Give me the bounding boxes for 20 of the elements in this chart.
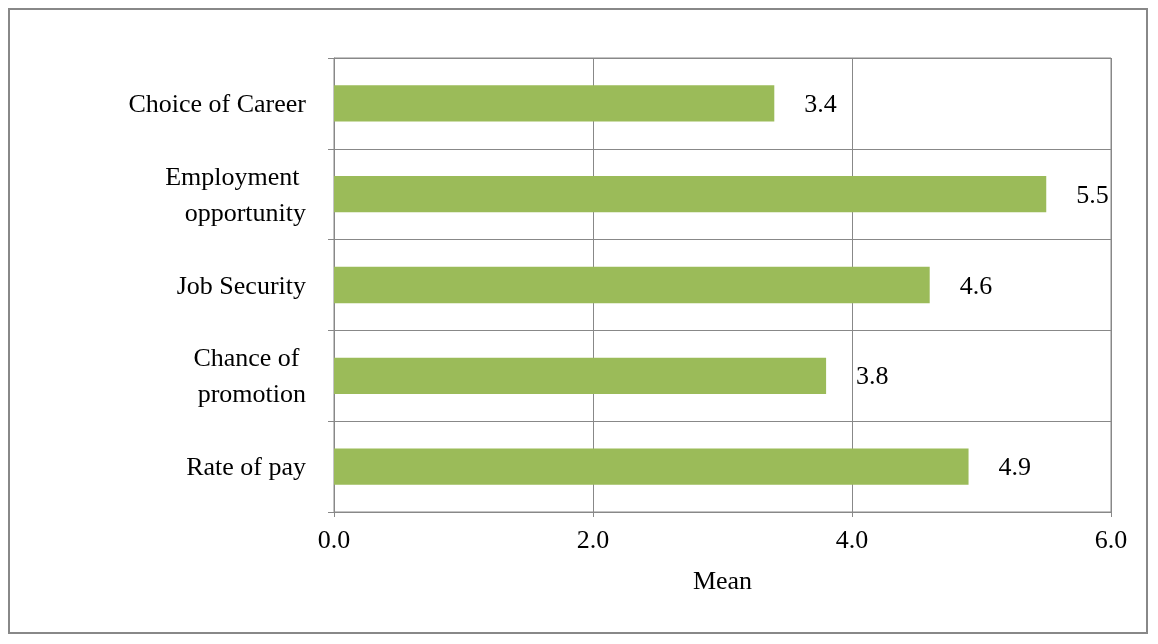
y-tick-label: Rate of pay bbox=[186, 452, 306, 482]
data-label: 3.8 bbox=[856, 361, 889, 391]
data-label: 5.5 bbox=[1076, 179, 1109, 209]
bar bbox=[334, 357, 827, 394]
bar bbox=[334, 85, 775, 122]
y-tick-label: Job Security bbox=[176, 270, 306, 300]
data-label: 4.6 bbox=[959, 270, 993, 300]
y-tick-label: Chance of promotion bbox=[193, 343, 306, 409]
x-tick-label: 4.0 bbox=[835, 524, 869, 554]
bar bbox=[334, 448, 969, 485]
data-label: 3.4 bbox=[804, 88, 837, 118]
data-label: 4.9 bbox=[998, 452, 1032, 482]
y-tick-label: Employment opportunity bbox=[165, 161, 306, 227]
bar bbox=[334, 266, 930, 304]
x-tick-label: 0.0 bbox=[317, 524, 351, 554]
x-tick-label: 2.0 bbox=[576, 524, 610, 554]
y-tick-label: Choice of Career bbox=[128, 88, 307, 118]
x-tick-label: 6.0 bbox=[1094, 524, 1128, 554]
bar bbox=[334, 176, 1047, 213]
x-axis-title: Mean bbox=[692, 565, 753, 595]
